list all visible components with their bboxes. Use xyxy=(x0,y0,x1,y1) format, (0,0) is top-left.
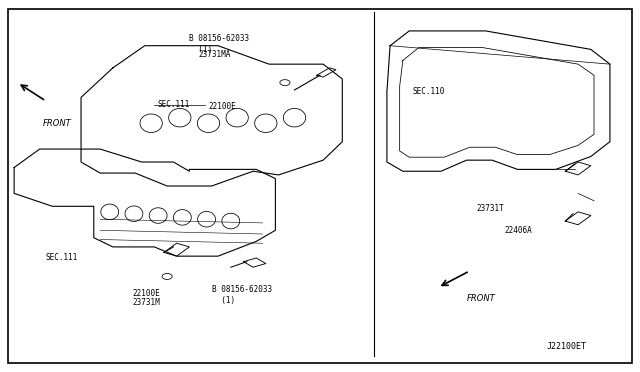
Text: 22406A: 22406A xyxy=(505,226,532,235)
Text: 23731MA: 23731MA xyxy=(199,51,231,60)
Text: 22100E: 22100E xyxy=(132,289,160,298)
Text: 23731T: 23731T xyxy=(476,203,504,213)
Text: 22100E: 22100E xyxy=(209,102,236,111)
Text: SEC.111: SEC.111 xyxy=(46,253,78,263)
Text: SEC.111: SEC.111 xyxy=(157,100,190,109)
Text: 23731M: 23731M xyxy=(132,298,160,307)
Text: SEC.110: SEC.110 xyxy=(412,87,445,96)
Text: B 08156-62033
  (1): B 08156-62033 (1) xyxy=(212,285,272,305)
Text: FRONT: FRONT xyxy=(467,294,495,303)
Text: FRONT: FRONT xyxy=(43,119,72,128)
Text: J22100ET: J22100ET xyxy=(546,342,586,351)
Text: B 08156-62033
  (1): B 08156-62033 (1) xyxy=(189,34,250,54)
